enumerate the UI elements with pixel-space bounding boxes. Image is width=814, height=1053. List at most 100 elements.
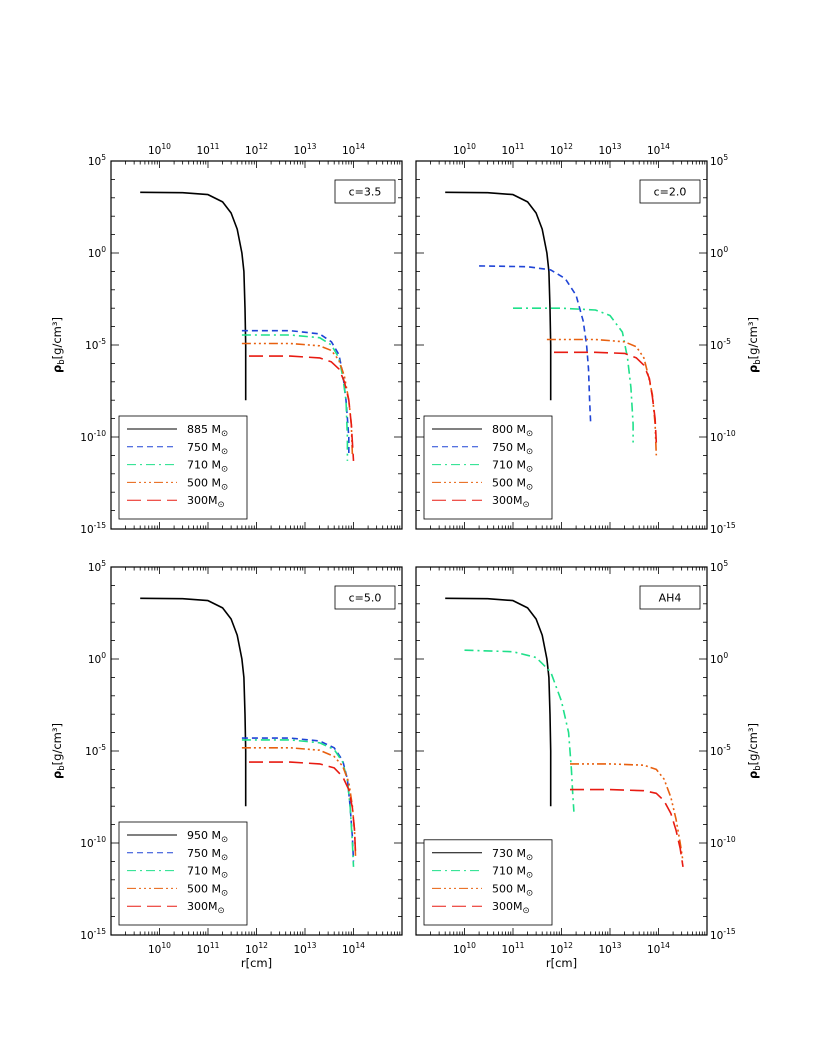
annotation-label: c=2.0: [654, 186, 687, 199]
x-axis-label: r[cm]: [546, 956, 577, 970]
y-tick-label: 10-15: [710, 927, 736, 942]
series-line-1: [140, 191, 247, 401]
series-line-1: [140, 597, 247, 807]
series-line-3: [241, 334, 349, 461]
x-tick-label-top: 1012: [550, 142, 573, 157]
x-tick-label: 1014: [342, 941, 365, 956]
legend-label: 885 M⊙: [187, 423, 228, 439]
y-axis-ticks: [416, 566, 707, 936]
y-axis-label: ρb[g/cm³]: [50, 723, 67, 779]
series-line-3: [570, 763, 684, 862]
panel-1: 1010 1011 1012 1013 1014 105 100 10-5 10-10 10-15…: [50, 142, 403, 536]
y-axis-ticks: [111, 160, 402, 530]
y-axis-label: ρb[g/cm³]: [746, 317, 763, 373]
legend-label: 730 M⊙: [492, 847, 533, 863]
x-tick-label-top: 1011: [197, 142, 220, 157]
y-axis-ticks: [416, 160, 707, 530]
legend-label: 500 M⊙: [492, 476, 533, 492]
y-tick-label: 10-5: [85, 337, 106, 352]
series-line-4: [241, 342, 354, 456]
series-lines: [140, 191, 355, 461]
y-tick-label: 10-5: [85, 743, 106, 758]
series-line-2: [479, 265, 592, 425]
legend-label: 750 M⊙: [187, 847, 228, 863]
annotation-box: [334, 585, 396, 610]
annotation-label: c=5.0: [349, 592, 382, 605]
y-tick-label: 10-10: [710, 429, 736, 444]
y-tick-label: 10-10: [80, 429, 106, 444]
y-tick-label: 10-10: [80, 835, 106, 850]
y-tick-label: 10-5: [710, 743, 731, 758]
panel-4: 1010 1011 1012 1013 1014 105 100 10-5 10-10 10-15…: [415, 559, 763, 970]
series-line-4: [546, 338, 658, 456]
y-tick-label: 105: [710, 153, 728, 168]
legend-label: 300M⊙: [187, 494, 225, 510]
legend-label: 750 M⊙: [187, 441, 228, 457]
x-axis-ticks: [110, 161, 403, 529]
legend-label: 300M⊙: [492, 494, 530, 510]
x-tick-label-top: 1014: [647, 142, 670, 157]
x-axis-ticks: [110, 567, 403, 935]
x-tick-label-top: 1010: [453, 142, 476, 157]
series-line-2: [241, 329, 350, 456]
x-tick-label: 1011: [502, 941, 525, 956]
y-tick-label: 100: [710, 651, 728, 666]
y-tick-label: 10-15: [80, 927, 106, 942]
legend: 800 M⊙ 750 M⊙ 710 M⊙500 M⊙ 300M⊙: [423, 415, 553, 520]
legend-label: 750 M⊙: [492, 441, 533, 457]
x-tick-label: 1012: [550, 941, 573, 956]
x-tick-label: 1013: [294, 941, 317, 956]
x-tick-label: 1011: [197, 941, 220, 956]
legend-label: 300M⊙: [187, 900, 225, 916]
x-axis-label: r[cm]: [241, 956, 272, 970]
series-line-5: [554, 351, 658, 443]
x-tick-label-top: 1010: [148, 142, 171, 157]
series-line-5: [249, 761, 357, 853]
legend-label: 710 M⊙: [187, 865, 228, 881]
legend-label: 500 M⊙: [492, 882, 533, 898]
series-line-1: [445, 191, 552, 401]
x-tick-label-top: 1013: [294, 142, 317, 157]
series-line-2: [464, 649, 575, 812]
x-tick-label: 1010: [148, 941, 171, 956]
x-tick-label-top: 1011: [502, 142, 525, 157]
series-lines: [445, 191, 658, 456]
series-lines: [140, 597, 357, 867]
y-tick-label: 105: [88, 559, 106, 574]
annotation-box: [639, 585, 701, 610]
panel-3: 1010 1011 1012 1013 1014 105 100 10-5 10-10 10-15…: [50, 559, 403, 970]
y-tick-label: 100: [710, 245, 728, 260]
series-line-2: [241, 737, 355, 862]
legend-label: 710 M⊙: [187, 459, 228, 475]
y-axis-label: ρb[g/cm³]: [746, 723, 763, 779]
x-axis-ticks: [415, 567, 708, 935]
legend-label: 500 M⊙: [187, 476, 228, 492]
legend-label: 300M⊙: [492, 900, 530, 916]
annotation-label: AH4: [659, 592, 682, 605]
legend-label: 710 M⊙: [492, 865, 533, 881]
x-tick-label-top: 1014: [342, 142, 365, 157]
x-tick-label: 1013: [599, 941, 622, 956]
series-line-4: [570, 788, 684, 868]
y-tick-label: 10-15: [80, 521, 106, 536]
y-tick-label: 10-15: [710, 521, 736, 536]
y-tick-label: 10-5: [710, 337, 731, 352]
y-tick-label: 105: [88, 153, 106, 168]
panel-2: 1010 1011 1012 1013 1014 105 100 10-5 10-10 10-15…: [415, 142, 763, 536]
series-line-3: [513, 307, 634, 443]
legend-label: 500 M⊙: [187, 882, 228, 898]
y-axis-label: ρb[g/cm³]: [50, 317, 67, 373]
y-tick-label: 100: [88, 651, 106, 666]
legend-label: 710 M⊙: [492, 459, 533, 475]
series-line-1: [445, 597, 552, 807]
series-lines: [445, 597, 684, 868]
y-tick-label: 10-10: [710, 835, 736, 850]
series-line-4: [241, 747, 357, 856]
annotation-label: c=3.5: [349, 186, 382, 199]
series-line-5: [249, 355, 355, 461]
x-tick-label: 1010: [453, 941, 476, 956]
legend-label: 950 M⊙: [187, 829, 228, 845]
legend: 730 M⊙ 710 M⊙500 M⊙ 300M⊙: [423, 839, 553, 926]
series-line-3: [241, 739, 355, 867]
